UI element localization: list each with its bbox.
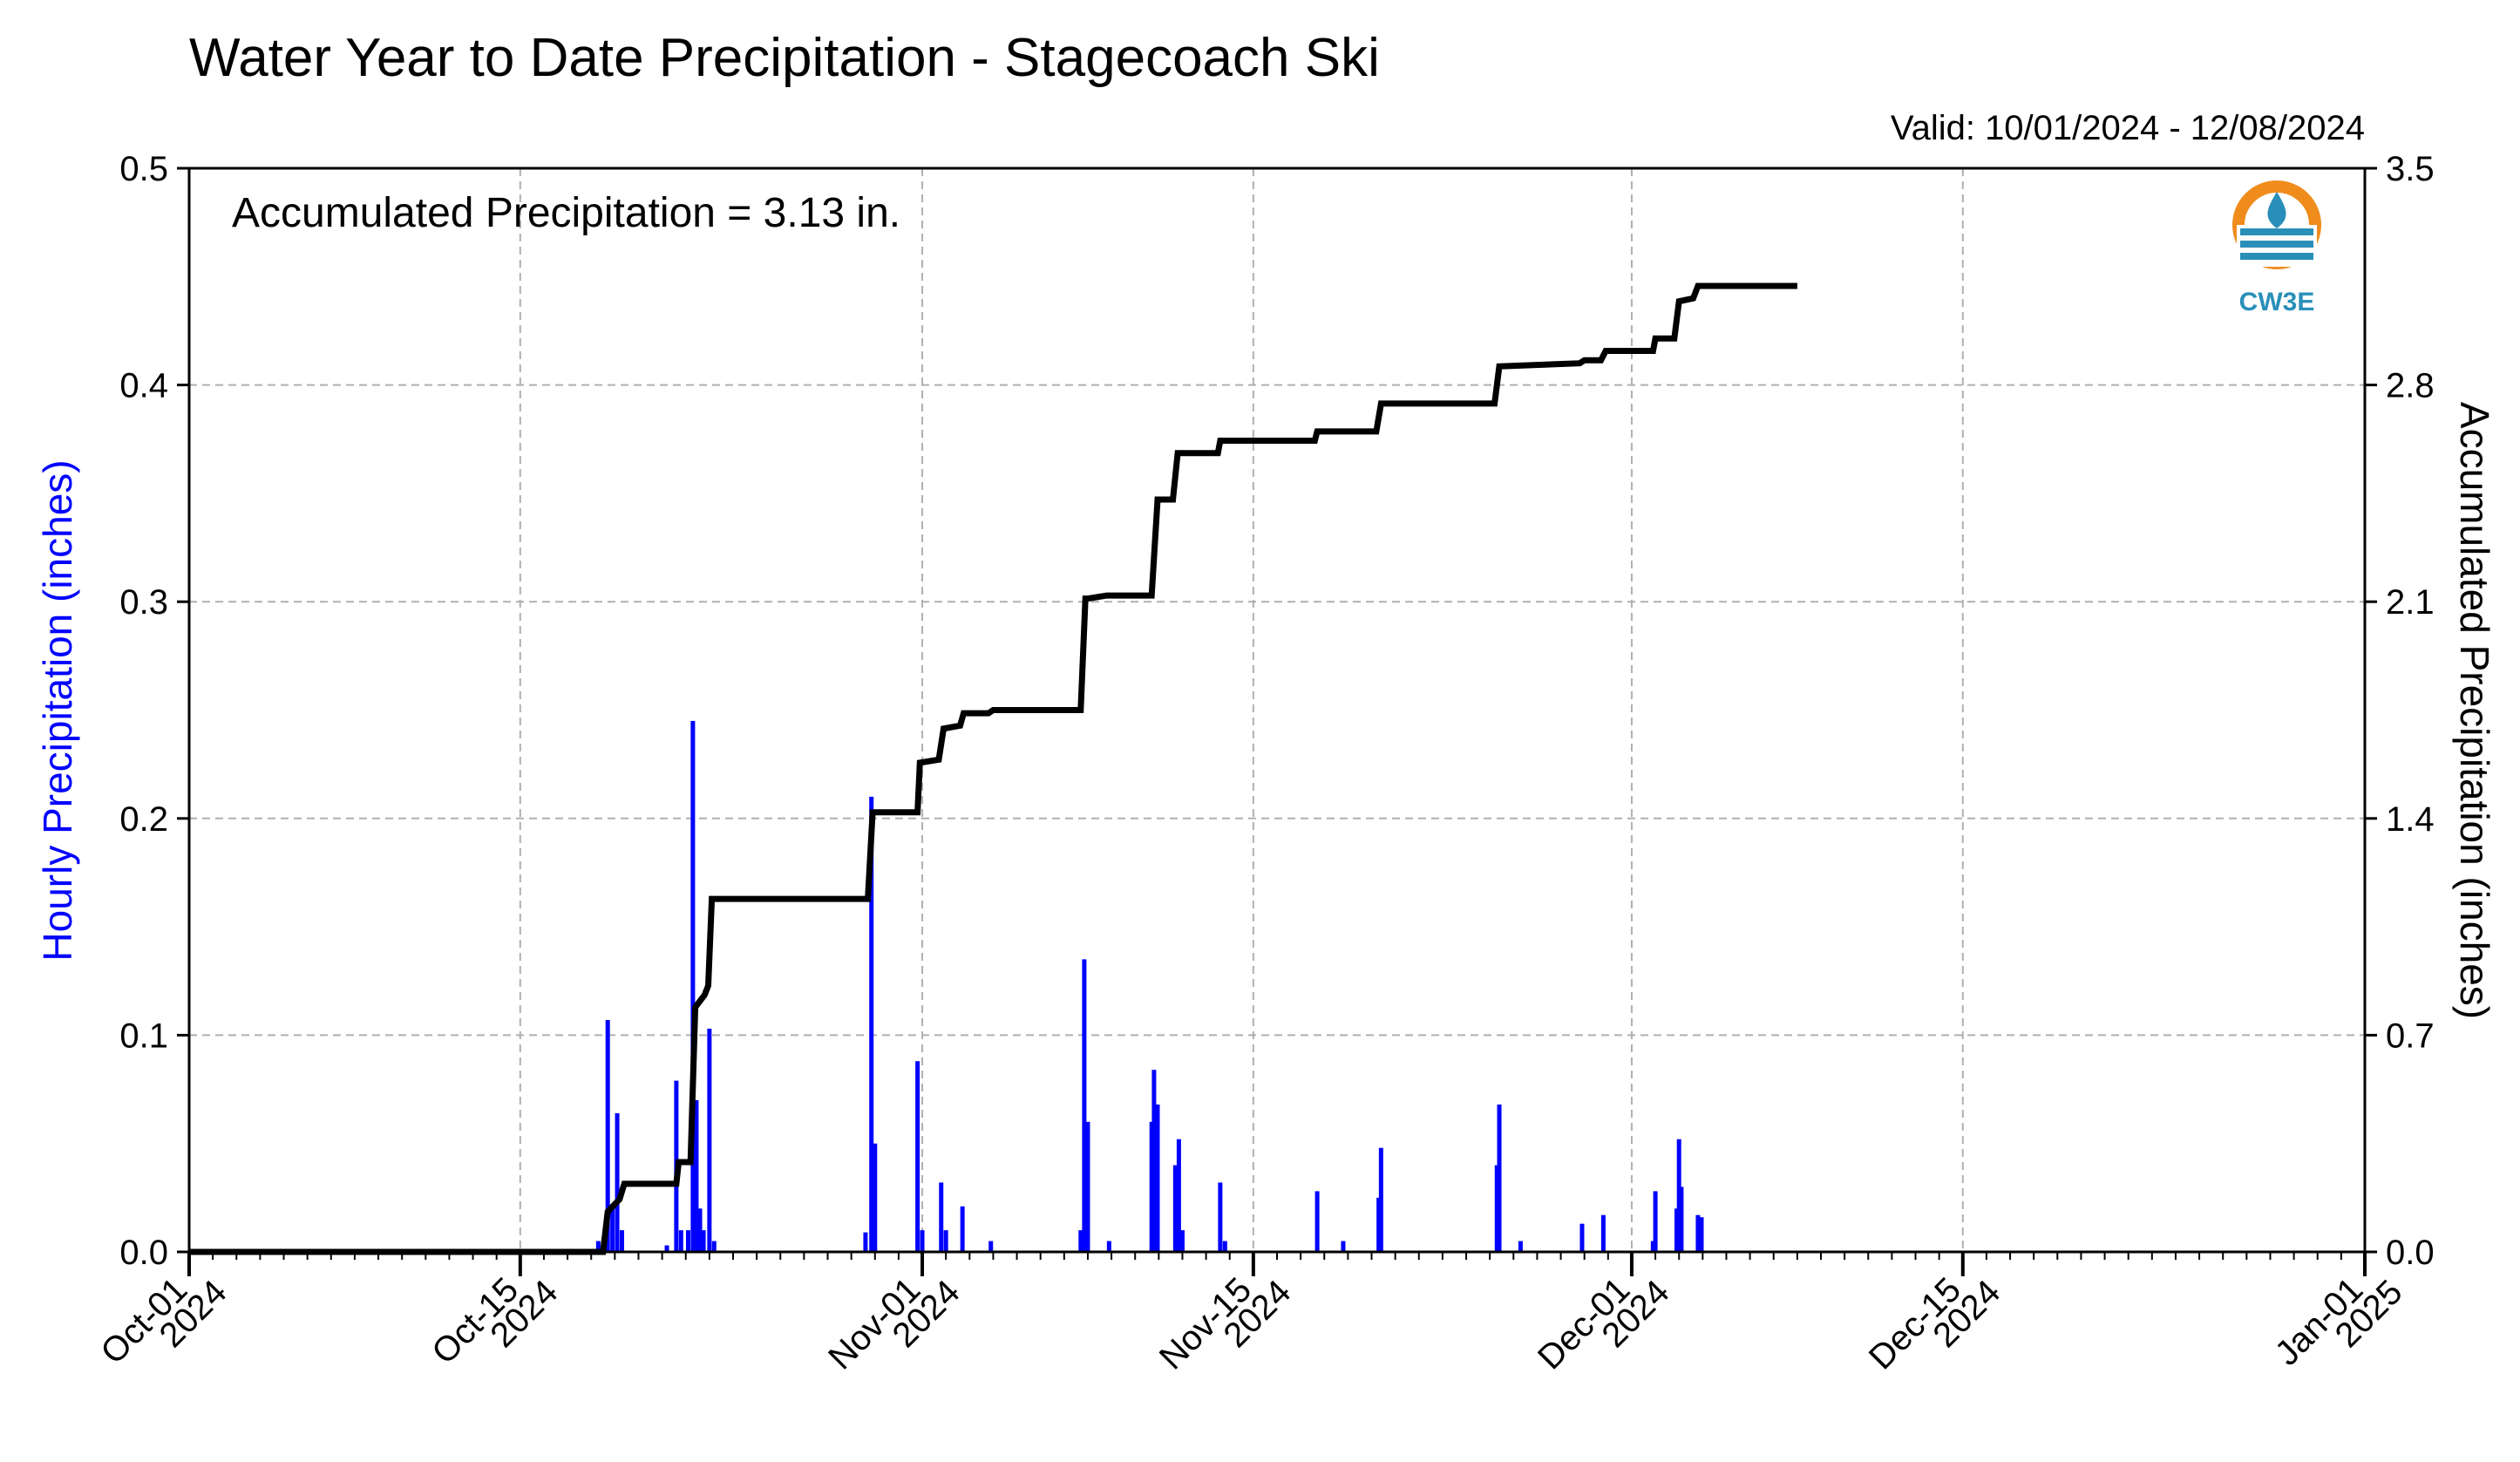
right-axis-label: Accumulated Precipitation (inches) [2452, 402, 2497, 1019]
hourly-precip-bar [1376, 1197, 1382, 1252]
hourly-precip-bar [1085, 1121, 1090, 1252]
right-tick-label: 2.1 [2386, 583, 2435, 622]
hourly-precip-bar [1650, 1241, 1655, 1252]
right-axis-ticks: 0.0 0.7 1.4 2.1 2.8 3.5 [2365, 150, 2435, 1272]
hourly-precip-bar [615, 1112, 620, 1252]
hourly-precip-bar [1155, 1104, 1160, 1252]
hourly-precip-bar [1653, 1191, 1658, 1252]
grid-lines [189, 168, 2365, 1252]
hourly-precip-bar [595, 1241, 601, 1252]
hourly-precip-bar [711, 1241, 717, 1252]
accumulated-precipitation-line [189, 282, 1797, 1255]
hourly-precip-bar [697, 1208, 703, 1252]
hourly-precip-bar [1699, 1217, 1704, 1252]
hourly-precip-bar [701, 1230, 706, 1252]
hourly-precip-bar [1679, 1187, 1684, 1252]
hourly-precipitation-bars [595, 720, 1704, 1252]
hourly-precip-bar [690, 720, 696, 1252]
hourly-precip-bar [1314, 1191, 1320, 1252]
right-tick-label: 0.0 [2386, 1234, 2435, 1272]
hourly-precip-bar [1179, 1230, 1185, 1252]
hourly-precip-bar [678, 1230, 683, 1252]
right-tick-label: 0.7 [2386, 1017, 2435, 1055]
hourly-precip-bar [1676, 1139, 1681, 1252]
hourly-precip-bar [1172, 1165, 1178, 1252]
hourly-precip-bar [943, 1230, 948, 1252]
hourly-precip-bar [1176, 1139, 1181, 1252]
hourly-precip-bar [1695, 1214, 1701, 1252]
hourly-precip-bar [988, 1241, 994, 1252]
hourly-precip-bar [619, 1230, 624, 1252]
chart-title: Water Year to Date Precipitation - Stage… [189, 28, 1380, 88]
hourly-precip-bar [863, 1232, 868, 1252]
valid-date-range: Valid: 10/01/2024 - 12/08/2024 [1891, 109, 2365, 147]
left-axis-ticks: 0.0 0.1 0.2 0.3 0.4 0.5 [119, 150, 189, 1272]
hourly-precip-bar [869, 796, 874, 1252]
hourly-precip-bar [1518, 1241, 1523, 1252]
right-tick-label: 1.4 [2386, 800, 2435, 839]
hourly-precip-bar [1082, 959, 1087, 1252]
logo-text: CW3E [2239, 288, 2315, 316]
hourly-precip-bar [915, 1061, 920, 1252]
right-tick-label: 3.5 [2386, 150, 2435, 188]
hourly-precip-bar [707, 1028, 712, 1252]
hourly-precip-bar [1218, 1182, 1223, 1252]
left-tick-label: 0.0 [119, 1234, 168, 1272]
hourly-precip-bar [960, 1206, 965, 1252]
hourly-precip-bar [1600, 1214, 1606, 1252]
left-axis-label: Hourly Precipitation (inches) [35, 459, 80, 961]
hourly-precip-bar [1378, 1147, 1383, 1252]
right-tick-label: 2.8 [2386, 367, 2435, 405]
hourly-precip-bar [1674, 1208, 1680, 1252]
hourly-precip-bar [1078, 1230, 1083, 1252]
hourly-precip-bar [1151, 1070, 1157, 1252]
hourly-precip-bar [873, 1143, 878, 1252]
left-tick-label: 0.3 [119, 583, 168, 622]
accumulated-total-annotation: Accumulated Precipitation = 3.13 in. [232, 190, 900, 236]
left-tick-label: 0.5 [119, 150, 168, 188]
left-tick-label: 0.1 [119, 1017, 168, 1055]
hourly-precip-bar [1341, 1241, 1346, 1252]
cw3e-logo: CW3E [2232, 180, 2321, 316]
hourly-precip-bar [1106, 1241, 1111, 1252]
left-tick-label: 0.2 [119, 800, 168, 839]
hourly-precip-bar [1494, 1165, 1499, 1252]
hourly-precip-bar [694, 1099, 699, 1252]
plot-frame [187, 167, 2367, 1254]
hourly-precip-bar [1149, 1121, 1154, 1252]
left-tick-label: 0.4 [119, 367, 168, 405]
hourly-precip-bar [1497, 1104, 1502, 1252]
hourly-precip-bar [664, 1245, 669, 1252]
hourly-precip-bar [685, 1230, 690, 1252]
hourly-precip-bar [1222, 1241, 1227, 1252]
hourly-precip-bar [1579, 1223, 1585, 1252]
hourly-precip-bar [610, 1208, 615, 1252]
hourly-precip-bar [939, 1182, 944, 1252]
hourly-precip-bar [920, 1230, 925, 1252]
hourly-precip-bar [605, 1019, 610, 1252]
